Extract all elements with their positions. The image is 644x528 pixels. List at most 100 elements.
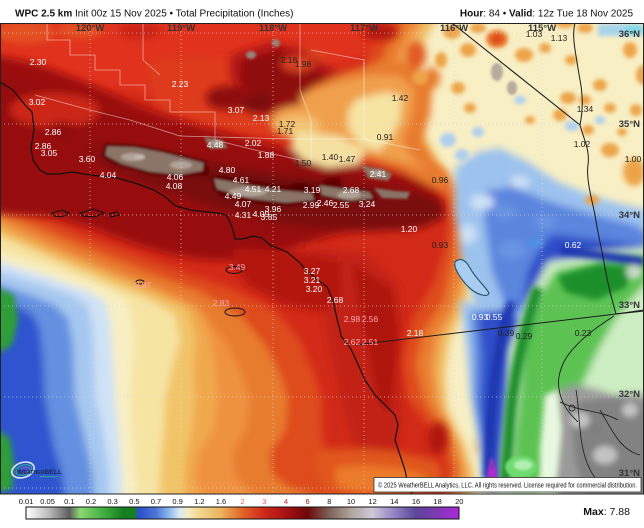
svg-text:WPC 2.5 km Init 00z 15 Nov 202: WPC 2.5 km Init 00z 15 Nov 2025 • Total …	[15, 9, 293, 20]
svg-text:WEATHERBELL: WEATHERBELL	[17, 469, 62, 476]
svg-text:2.02: 2.02	[245, 138, 262, 148]
svg-text:10: 10	[347, 497, 355, 506]
svg-text:119°W: 119°W	[167, 23, 195, 34]
svg-text:1.47: 1.47	[339, 154, 356, 164]
svg-text:0.91: 0.91	[377, 132, 394, 142]
svg-text:16: 16	[412, 497, 420, 506]
svg-text:20: 20	[455, 497, 463, 506]
svg-text:4.49: 4.49	[225, 191, 242, 201]
svg-text:Max: 7.88: Max: 7.88	[583, 506, 630, 518]
svg-text:0.93: 0.93	[472, 312, 489, 322]
svg-text:3.19: 3.19	[304, 185, 321, 195]
svg-text:1.50: 1.50	[295, 158, 312, 168]
svg-text:1.40: 1.40	[322, 152, 339, 162]
svg-text:0.3: 0.3	[107, 497, 117, 506]
svg-text:117°W: 117°W	[350, 23, 378, 34]
svg-text:1.00: 1.00	[625, 154, 642, 164]
svg-text:4: 4	[284, 497, 288, 506]
svg-text:2.86: 2.86	[45, 127, 62, 137]
svg-text:0.62: 0.62	[565, 240, 582, 250]
svg-text:2.86: 2.86	[35, 141, 52, 151]
svg-text:35°N: 35°N	[619, 119, 640, 130]
svg-text:0.29: 0.29	[516, 331, 533, 341]
svg-text:4.21: 4.21	[265, 184, 282, 194]
svg-text:0.93: 0.93	[432, 240, 449, 250]
svg-text:2.83: 2.83	[213, 298, 230, 308]
svg-text:2.18: 2.18	[281, 55, 298, 65]
svg-text:1.71: 1.71	[277, 126, 294, 136]
svg-text:116°W: 116°W	[440, 23, 468, 34]
svg-text:2.55: 2.55	[333, 200, 350, 210]
svg-text:3.27: 3.27	[304, 266, 321, 276]
svg-text:2.18: 2.18	[407, 328, 424, 338]
svg-text:4.80: 4.80	[219, 165, 236, 175]
svg-text:0.7: 0.7	[151, 497, 161, 506]
svg-text:4.51: 4.51	[245, 184, 262, 194]
svg-text:4.04: 4.04	[100, 170, 117, 180]
svg-text:4.09: 4.09	[253, 209, 270, 219]
svg-text:3.02: 3.02	[29, 97, 46, 107]
svg-text:3.24: 3.24	[359, 199, 376, 209]
svg-text:118°W: 118°W	[259, 23, 287, 34]
svg-text:3.07: 3.07	[228, 105, 245, 115]
svg-text:1.42: 1.42	[392, 93, 409, 103]
svg-text:4.08: 4.08	[166, 181, 183, 191]
svg-text:31°N: 31°N	[619, 468, 640, 479]
svg-text:2.41: 2.41	[370, 169, 387, 179]
svg-text:2.68: 2.68	[343, 185, 360, 195]
svg-text:1.20: 1.20	[401, 224, 418, 234]
svg-text:3.49: 3.49	[229, 262, 246, 272]
svg-text:3.05: 3.05	[41, 148, 58, 158]
svg-text:3.96: 3.96	[265, 204, 282, 214]
svg-text:0.23: 0.23	[575, 328, 592, 338]
svg-text:4.61: 4.61	[233, 175, 250, 185]
svg-text:1.6: 1.6	[216, 497, 226, 506]
svg-text:4.06: 4.06	[167, 172, 184, 182]
svg-text:0.9: 0.9	[172, 497, 182, 506]
svg-text:2.98: 2.98	[344, 314, 361, 324]
svg-text:34°N: 34°N	[619, 210, 640, 221]
svg-text:1.03: 1.03	[526, 29, 543, 39]
svg-text:36°N: 36°N	[619, 29, 640, 40]
svg-text:© 2025 WeatherBELL Analytics,: © 2025 WeatherBELL Analytics, LLC. All r…	[378, 481, 637, 490]
svg-text:2.51: 2.51	[362, 337, 379, 347]
svg-text:2.62: 2.62	[344, 337, 361, 347]
svg-text:3: 3	[262, 497, 266, 506]
svg-text:2.99: 2.99	[303, 200, 320, 210]
svg-text:33°N: 33°N	[619, 300, 640, 311]
svg-text:1.2: 1.2	[194, 497, 204, 506]
svg-text:2.68: 2.68	[327, 295, 344, 305]
svg-text:3.60: 3.60	[79, 154, 96, 164]
svg-text:4.31: 4.31	[235, 210, 252, 220]
svg-text:1.72: 1.72	[279, 119, 296, 129]
svg-text:0.1: 0.1	[64, 497, 74, 506]
svg-text:2.30: 2.30	[30, 57, 47, 67]
svg-text:4.48: 4.48	[207, 140, 224, 150]
svg-text:8: 8	[327, 497, 331, 506]
svg-text:2: 2	[241, 497, 245, 506]
svg-text:32°N: 32°N	[619, 389, 640, 400]
svg-text:18: 18	[433, 497, 441, 506]
svg-text:2.56: 2.56	[362, 314, 379, 324]
svg-text:1.34: 1.34	[577, 104, 594, 114]
svg-text:2.13: 2.13	[253, 113, 270, 123]
svg-text:0.39: 0.39	[498, 328, 515, 338]
svg-text:3.20: 3.20	[306, 284, 323, 294]
svg-text:6: 6	[306, 497, 310, 506]
svg-text:0.5: 0.5	[129, 497, 139, 506]
svg-text:1.02: 1.02	[574, 139, 591, 149]
svg-text:12: 12	[368, 497, 376, 506]
svg-text:0.55: 0.55	[486, 312, 503, 322]
svg-text:4.07: 4.07	[235, 199, 252, 209]
svg-text:0.05: 0.05	[40, 497, 55, 506]
svg-text:0.01: 0.01	[19, 497, 34, 506]
svg-text:2.46: 2.46	[317, 198, 334, 208]
svg-text:3.85: 3.85	[261, 212, 278, 222]
svg-text:0.2: 0.2	[86, 497, 96, 506]
svg-text:2.23: 2.23	[172, 79, 189, 89]
svg-text:1.98: 1.98	[295, 59, 312, 69]
svg-text:3.21: 3.21	[304, 275, 321, 285]
svg-text:14: 14	[390, 497, 398, 506]
svg-text:1.88: 1.88	[258, 150, 275, 160]
svg-text:0.96: 0.96	[432, 175, 449, 185]
